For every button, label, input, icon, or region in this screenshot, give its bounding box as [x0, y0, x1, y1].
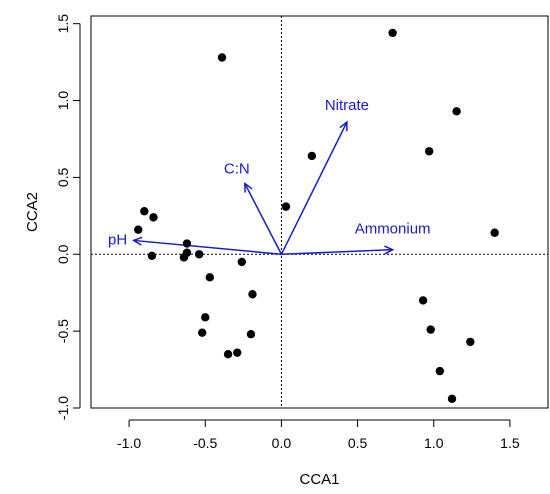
data-point [490, 228, 499, 237]
x-tick-label: 0.0 [272, 435, 292, 451]
vector-label: Nitrate [325, 97, 369, 114]
vector-arrowhead [339, 120, 348, 132]
y-tick-label: 0.5 [55, 167, 71, 187]
vector-arrowhead [384, 245, 395, 255]
data-point [452, 107, 461, 116]
y-axis-title: CCA2 [24, 192, 41, 232]
y-tick-label: 1.0 [55, 91, 71, 111]
vector-ammonium [281, 248, 393, 256]
data-point [179, 253, 189, 262]
data-point [447, 394, 457, 403]
data-point [418, 296, 428, 305]
y-tick-label: 0.0 [55, 244, 71, 264]
data-point [426, 325, 435, 334]
data-point [205, 273, 215, 282]
vector-arrowhead [131, 236, 143, 246]
data-point [149, 213, 158, 222]
x-tick-label: 1.0 [424, 435, 444, 451]
vector-nitrate [280, 121, 348, 255]
data-point [223, 349, 233, 359]
vector-label: pH [108, 231, 127, 248]
vector-ph [133, 239, 282, 256]
data-point [435, 366, 445, 376]
x-tick-label: 1.5 [500, 435, 520, 451]
y-tick-label: 1.5 [55, 14, 71, 34]
data-point [182, 239, 192, 248]
site-points [134, 28, 499, 403]
plot-frame [90, 15, 549, 409]
vector-label: C:N [224, 161, 250, 178]
data-point [198, 328, 207, 337]
vector-arrowhead [244, 182, 253, 193]
data-point [424, 147, 434, 156]
biplot-vectors: Nitrate C:N Ammonium pH [108, 97, 431, 256]
data-point [388, 28, 397, 38]
y-tick-label: -0.5 [55, 319, 71, 343]
data-point [246, 330, 256, 339]
x-tick-label: -1.0 [117, 435, 141, 451]
data-point [466, 337, 475, 347]
data-point [201, 313, 210, 322]
data-point [307, 151, 317, 161]
data-point [217, 53, 227, 62]
data-point [194, 250, 204, 259]
data-point [140, 207, 149, 216]
x-tick-label: -0.5 [193, 435, 217, 451]
data-point [281, 202, 291, 211]
reference-lines [91, 16, 548, 408]
x-axis: -1.0 -0.5 0.0 0.5 1.0 1.5 [117, 419, 520, 451]
vector-label: Ammonium [355, 221, 431, 238]
data-point [147, 251, 157, 261]
data-point [134, 225, 143, 234]
data-point [248, 290, 257, 299]
x-axis-title: CCA1 [299, 471, 339, 488]
x-tick-label: 0.5 [348, 435, 368, 451]
y-tick-label: -1.0 [55, 396, 71, 420]
data-point [237, 257, 247, 267]
y-axis: -1.0 -0.5 0.0 0.5 1.0 1.5 [55, 14, 81, 420]
vector-c-n [244, 183, 283, 255]
data-point [233, 348, 242, 357]
